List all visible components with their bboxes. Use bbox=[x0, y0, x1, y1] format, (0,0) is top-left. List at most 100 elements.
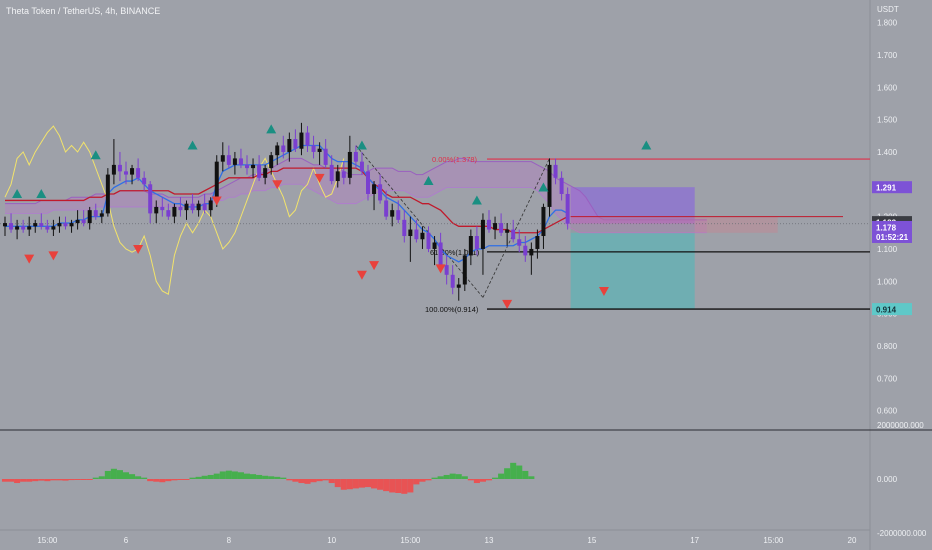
oscillator-bar bbox=[86, 479, 93, 480]
buy-signal-arrow bbox=[90, 150, 101, 160]
oscillator-bar bbox=[443, 474, 450, 479]
candle bbox=[499, 213, 504, 237]
sell-signal-arrow bbox=[133, 244, 144, 254]
candle-body bbox=[226, 155, 231, 165]
candle-body bbox=[499, 223, 504, 233]
candle bbox=[450, 265, 455, 295]
candle-body bbox=[474, 236, 479, 249]
price-tick-label: 1.700 bbox=[877, 51, 898, 60]
buy-signal-arrow bbox=[423, 176, 434, 186]
candles bbox=[3, 122, 570, 301]
candle-body bbox=[3, 223, 7, 227]
stop-zone bbox=[570, 223, 695, 310]
oscillator-pane bbox=[1, 462, 535, 494]
candle bbox=[39, 213, 44, 230]
time-tick-label: 13 bbox=[485, 536, 494, 545]
candle bbox=[190, 193, 195, 214]
candle-body bbox=[208, 200, 213, 211]
candle-body bbox=[142, 177, 147, 185]
candle bbox=[111, 139, 116, 185]
oscillator-bar bbox=[237, 472, 244, 479]
candle-body bbox=[190, 203, 195, 211]
candle-body bbox=[462, 255, 467, 285]
candle bbox=[335, 164, 340, 188]
time-tick-label: 20 bbox=[848, 536, 857, 545]
last-price-tag-value: 1.178 bbox=[876, 223, 897, 232]
oscillator-bar bbox=[56, 479, 63, 481]
candle bbox=[226, 145, 231, 169]
candle-body bbox=[547, 164, 552, 207]
buy-signal-arrow bbox=[266, 124, 277, 134]
candle bbox=[105, 168, 110, 217]
candle bbox=[178, 197, 183, 217]
oscillator-bar bbox=[219, 471, 226, 479]
candle-body bbox=[63, 223, 68, 227]
base-line bbox=[5, 167, 568, 234]
candle bbox=[154, 200, 159, 224]
oscillator-bar bbox=[340, 479, 347, 490]
oscillator-bar bbox=[358, 479, 365, 488]
price-tick-label: 1.000 bbox=[877, 277, 898, 286]
sell-signal-arrow bbox=[24, 254, 35, 264]
candle bbox=[511, 219, 516, 243]
candle bbox=[160, 197, 165, 217]
sell-signal-arrow bbox=[435, 264, 446, 274]
candle-body bbox=[529, 248, 534, 256]
candle-body bbox=[353, 151, 358, 162]
price-tick-label: 1.400 bbox=[877, 148, 898, 157]
oscillator-bar bbox=[413, 479, 420, 485]
candle-body bbox=[136, 168, 141, 178]
osc-tick-label: -2000000.000 bbox=[877, 529, 927, 538]
candle-body bbox=[220, 155, 225, 162]
oscillator-bar bbox=[80, 479, 87, 480]
candle-body bbox=[329, 164, 334, 182]
candle bbox=[220, 142, 225, 172]
oscillator-bar bbox=[401, 479, 408, 494]
candle bbox=[414, 219, 419, 243]
candle-body bbox=[347, 151, 352, 178]
oscillator-bar bbox=[153, 479, 160, 482]
oscillator-bar bbox=[44, 479, 51, 482]
oscillator-bar bbox=[183, 479, 190, 480]
oscillator-bar bbox=[467, 479, 474, 481]
candle-body bbox=[505, 229, 510, 233]
candle-body bbox=[487, 219, 491, 230]
candle bbox=[130, 164, 135, 185]
candle-body bbox=[559, 177, 564, 194]
price-tick-label: 1.600 bbox=[877, 83, 898, 92]
candle-body bbox=[87, 210, 92, 224]
resistance-band bbox=[570, 216, 778, 233]
price-tick-label: 1.100 bbox=[877, 245, 898, 254]
oscillator-bar bbox=[20, 479, 27, 482]
candle bbox=[275, 142, 280, 165]
oscillator-bar bbox=[116, 470, 123, 479]
candle-body bbox=[432, 242, 437, 249]
candle-body bbox=[311, 145, 316, 152]
candle bbox=[45, 219, 50, 233]
candle bbox=[75, 210, 80, 230]
candle bbox=[287, 132, 292, 162]
osc-tick-label: 2000000.000 bbox=[877, 421, 924, 430]
time-tick-label: 8 bbox=[227, 536, 232, 545]
candle bbox=[396, 200, 401, 224]
oscillator-bar bbox=[165, 479, 172, 482]
stop-price-tag-value: 0.914 bbox=[876, 306, 897, 315]
candle bbox=[341, 161, 346, 185]
candle bbox=[426, 226, 431, 253]
candle bbox=[402, 210, 407, 243]
candle-body bbox=[33, 223, 38, 227]
candle bbox=[166, 203, 171, 220]
time-tick-label: 15:00 bbox=[37, 536, 58, 545]
candle bbox=[124, 161, 128, 185]
candle-body bbox=[238, 158, 243, 165]
currency-label: USDT bbox=[877, 5, 899, 14]
candle-body bbox=[27, 226, 32, 230]
conversion-line bbox=[5, 144, 568, 263]
fib-trend-up bbox=[482, 158, 550, 298]
candle-body bbox=[299, 132, 304, 149]
buy-signal-arrow bbox=[356, 140, 367, 150]
candle bbox=[493, 216, 498, 240]
oscillator-bar bbox=[352, 479, 359, 489]
